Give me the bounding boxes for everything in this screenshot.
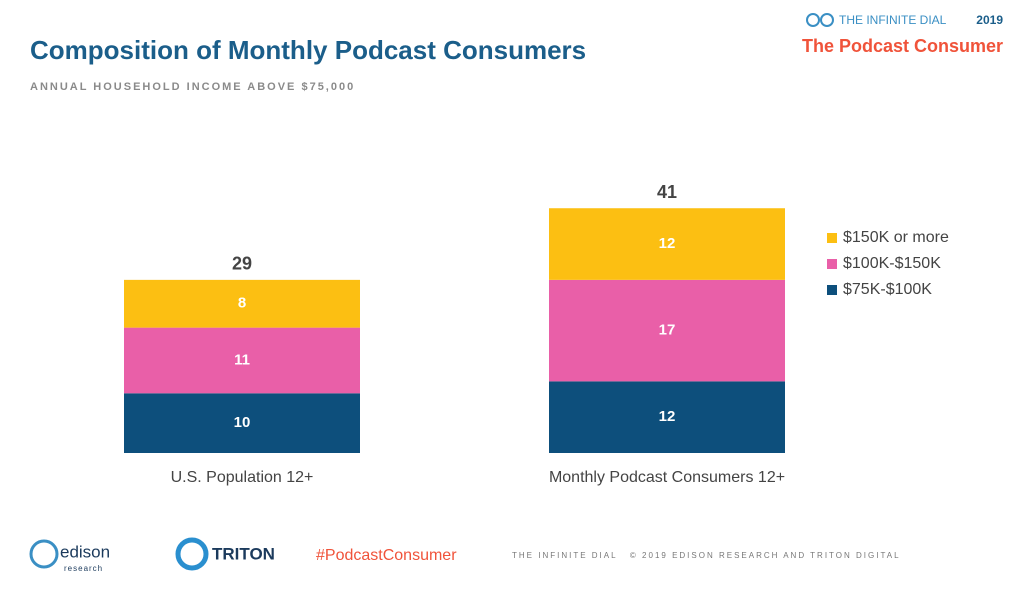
segment-label: 17 (659, 322, 676, 339)
bar-segment (124, 327, 360, 394)
chart-title: Composition of Monthly Podcast Consumers (30, 35, 586, 65)
logo-mark (175, 537, 209, 571)
segment-label: 10 (234, 414, 251, 431)
edison-logo: edison research (29, 539, 110, 573)
x-tick-label: U.S. Population 12+ (171, 469, 314, 486)
total-label: 41 (657, 182, 677, 202)
legend-label: $100K-$150K (843, 255, 941, 272)
bar-segment (549, 279, 785, 382)
segment-label: 8 (238, 295, 246, 312)
segment-label: 11 (234, 351, 250, 368)
plot: 10 11 8 29 U.S. Population 12+ 12 17 12 41 Monthl… (124, 182, 949, 486)
logo-mark (29, 539, 59, 569)
legend-swatch (827, 233, 837, 243)
legend-swatch (827, 259, 837, 269)
legend-swatch (827, 285, 837, 295)
logo-ring (820, 13, 834, 27)
bar-segment (124, 393, 360, 453)
chart-subtitle: ANNUAL HOUSEHOLD INCOME ABOVE $75,000 (30, 81, 355, 93)
dial-logo (806, 13, 834, 27)
segment-label: 12 (659, 408, 676, 425)
bar-segment (124, 279, 360, 328)
segment-label: 12 (659, 235, 676, 252)
hashtag: #PodcastConsumer (316, 547, 457, 564)
legend-label: $150K or more (843, 229, 949, 246)
header-brand: THE INFINITE DIAL (839, 13, 947, 27)
header-section: The Podcast Consumer (802, 36, 1003, 56)
logo-ring (806, 13, 820, 27)
triton-name: TRITON (212, 544, 275, 563)
legend-label: $75K-$100K (843, 281, 932, 298)
total-label: 29 (232, 254, 252, 274)
edison-sub: research (64, 564, 103, 573)
bar-segment (549, 208, 785, 280)
x-tick-label: Monthly Podcast Consumers 12+ (549, 469, 785, 486)
edison-name: edison (60, 542, 110, 561)
credit: THE INFINITE DIAL © 2019 EDISON RESEARCH… (512, 551, 901, 560)
triton-logo: TRITON (175, 537, 275, 571)
header-year: 2019 (976, 13, 1003, 27)
bar-segment (549, 381, 785, 453)
